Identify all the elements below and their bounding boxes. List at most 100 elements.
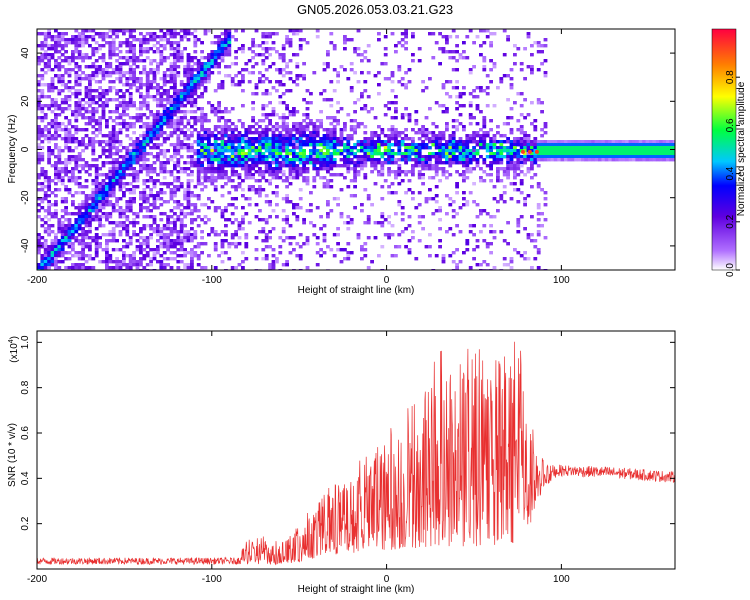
spectrogram-cell <box>132 191 136 195</box>
spectrogram-cell <box>77 56 82 60</box>
spectrogram-cell <box>618 158 623 162</box>
spectrogram-cell <box>455 224 459 228</box>
spectrogram-cell <box>336 122 340 126</box>
spectrogram-cell <box>472 200 476 204</box>
spectrogram-cell <box>448 80 453 84</box>
spectrogram-cell <box>81 143 85 147</box>
spectrogram-cell <box>560 155 565 159</box>
spectrogram-cell <box>84 74 89 78</box>
spectrogram-cell <box>101 71 106 75</box>
spectrogram-cell <box>275 149 279 153</box>
spectrogram-cell <box>37 161 41 165</box>
spectrogram-cell <box>264 146 269 150</box>
spectrogram-cell <box>159 53 164 57</box>
spectrogram-cell <box>111 137 116 141</box>
spectrogram-cell <box>224 44 228 48</box>
spectrogram-cell <box>587 140 592 144</box>
spectrogram-cell <box>363 56 368 60</box>
spectrogram-cell <box>387 152 391 156</box>
spectrogram-cell <box>64 230 68 234</box>
spectrogram-cell <box>98 140 102 144</box>
spectrogram-cell <box>309 158 313 162</box>
spectrogram-cell <box>152 74 157 78</box>
spectrogram-cell <box>275 260 279 264</box>
spectrogram-cell <box>244 143 249 147</box>
spectrogram-cell <box>288 89 293 93</box>
spectrogram-cell <box>288 251 293 255</box>
spectrogram-cell <box>67 86 72 90</box>
spectrogram-cell <box>37 209 41 213</box>
spectrogram-cell <box>380 185 385 189</box>
spectrogram-cell <box>390 143 395 147</box>
spectrogram-cell <box>203 215 208 219</box>
spectrogram-cell <box>298 140 303 144</box>
spectrogram-cell <box>526 143 531 147</box>
spectrogram-cell <box>40 245 45 249</box>
spectrogram-cell <box>312 71 317 75</box>
spectrogram-cell <box>115 170 119 174</box>
spectrogram-cell <box>492 137 497 141</box>
spectrogram-cell <box>380 170 385 174</box>
spectrogram-cell <box>281 125 286 129</box>
spectrogram-cell <box>363 161 368 165</box>
spectrogram-cell <box>370 140 374 144</box>
spectrogram-cell <box>122 146 126 150</box>
spectrogram-cell <box>438 161 442 165</box>
spectrogram-cell <box>278 161 283 165</box>
spectrogram-cell <box>326 179 330 183</box>
spectrogram-cell <box>179 38 184 42</box>
spectrogram-cell <box>288 44 293 48</box>
spectrogram-cell <box>451 152 456 156</box>
spectrogram-cell <box>591 155 595 159</box>
spectrogram-cell <box>281 263 286 267</box>
spectrogram-cell <box>210 152 215 156</box>
spectrogram-cell <box>339 131 344 135</box>
spectrogram-cell <box>247 158 252 162</box>
spectrogram-cell <box>132 80 136 84</box>
spectrogram-cell <box>217 83 221 87</box>
spectrogram-cell <box>363 149 368 153</box>
spectrogram-cell <box>227 44 232 48</box>
spectrogram-cell <box>309 119 313 123</box>
spectrogram-cell <box>149 62 153 66</box>
spectrogram-cell <box>326 170 330 174</box>
spectrogram-cell <box>363 242 368 246</box>
spectrogram-cell <box>322 134 327 138</box>
spectrogram-cell <box>179 83 184 87</box>
spectrogram-cell <box>224 134 228 138</box>
spectrogram-cell <box>499 77 504 81</box>
spectrogram-cell <box>186 86 191 90</box>
spectrogram-cell <box>47 212 51 216</box>
spectrogram-cell <box>390 71 395 75</box>
spectrogram-cell <box>441 83 446 87</box>
spectrogram-cell <box>98 86 102 90</box>
spectrogram-cell <box>169 53 174 57</box>
spectrogram-cell <box>319 140 323 144</box>
spectrogram-cell <box>220 47 225 51</box>
spectrogram-cell <box>489 164 493 168</box>
spectrogram-cell <box>462 50 466 54</box>
spectrogram-cell <box>244 173 249 177</box>
spectrogram-cell <box>455 182 459 186</box>
spectrogram-cell <box>421 182 425 186</box>
spectrogram-cell <box>234 83 238 87</box>
spectrogram-cell <box>77 170 82 174</box>
spectrogram-cell <box>458 143 463 147</box>
spectrogram-cell <box>77 50 82 54</box>
spectrogram-cell <box>71 110 75 114</box>
spectrogram-cell <box>227 38 232 42</box>
spectrogram-cell <box>84 209 89 213</box>
spectrogram-cell <box>482 134 487 138</box>
spectrogram-cell <box>472 131 476 135</box>
spectrogram-cell <box>230 170 235 174</box>
spectrogram-cell <box>506 35 510 39</box>
spectrogram-cell <box>111 191 116 195</box>
spectrogram-cell <box>407 152 412 156</box>
spectrogram-cell <box>186 251 191 255</box>
spectrogram-cell <box>193 185 198 189</box>
spectrogram-cell <box>346 146 351 150</box>
spectrogram-cell <box>200 92 204 96</box>
spectrogram-cell <box>564 152 568 156</box>
spectrogram-cell <box>125 188 130 192</box>
spectrogram-cell <box>77 158 82 162</box>
